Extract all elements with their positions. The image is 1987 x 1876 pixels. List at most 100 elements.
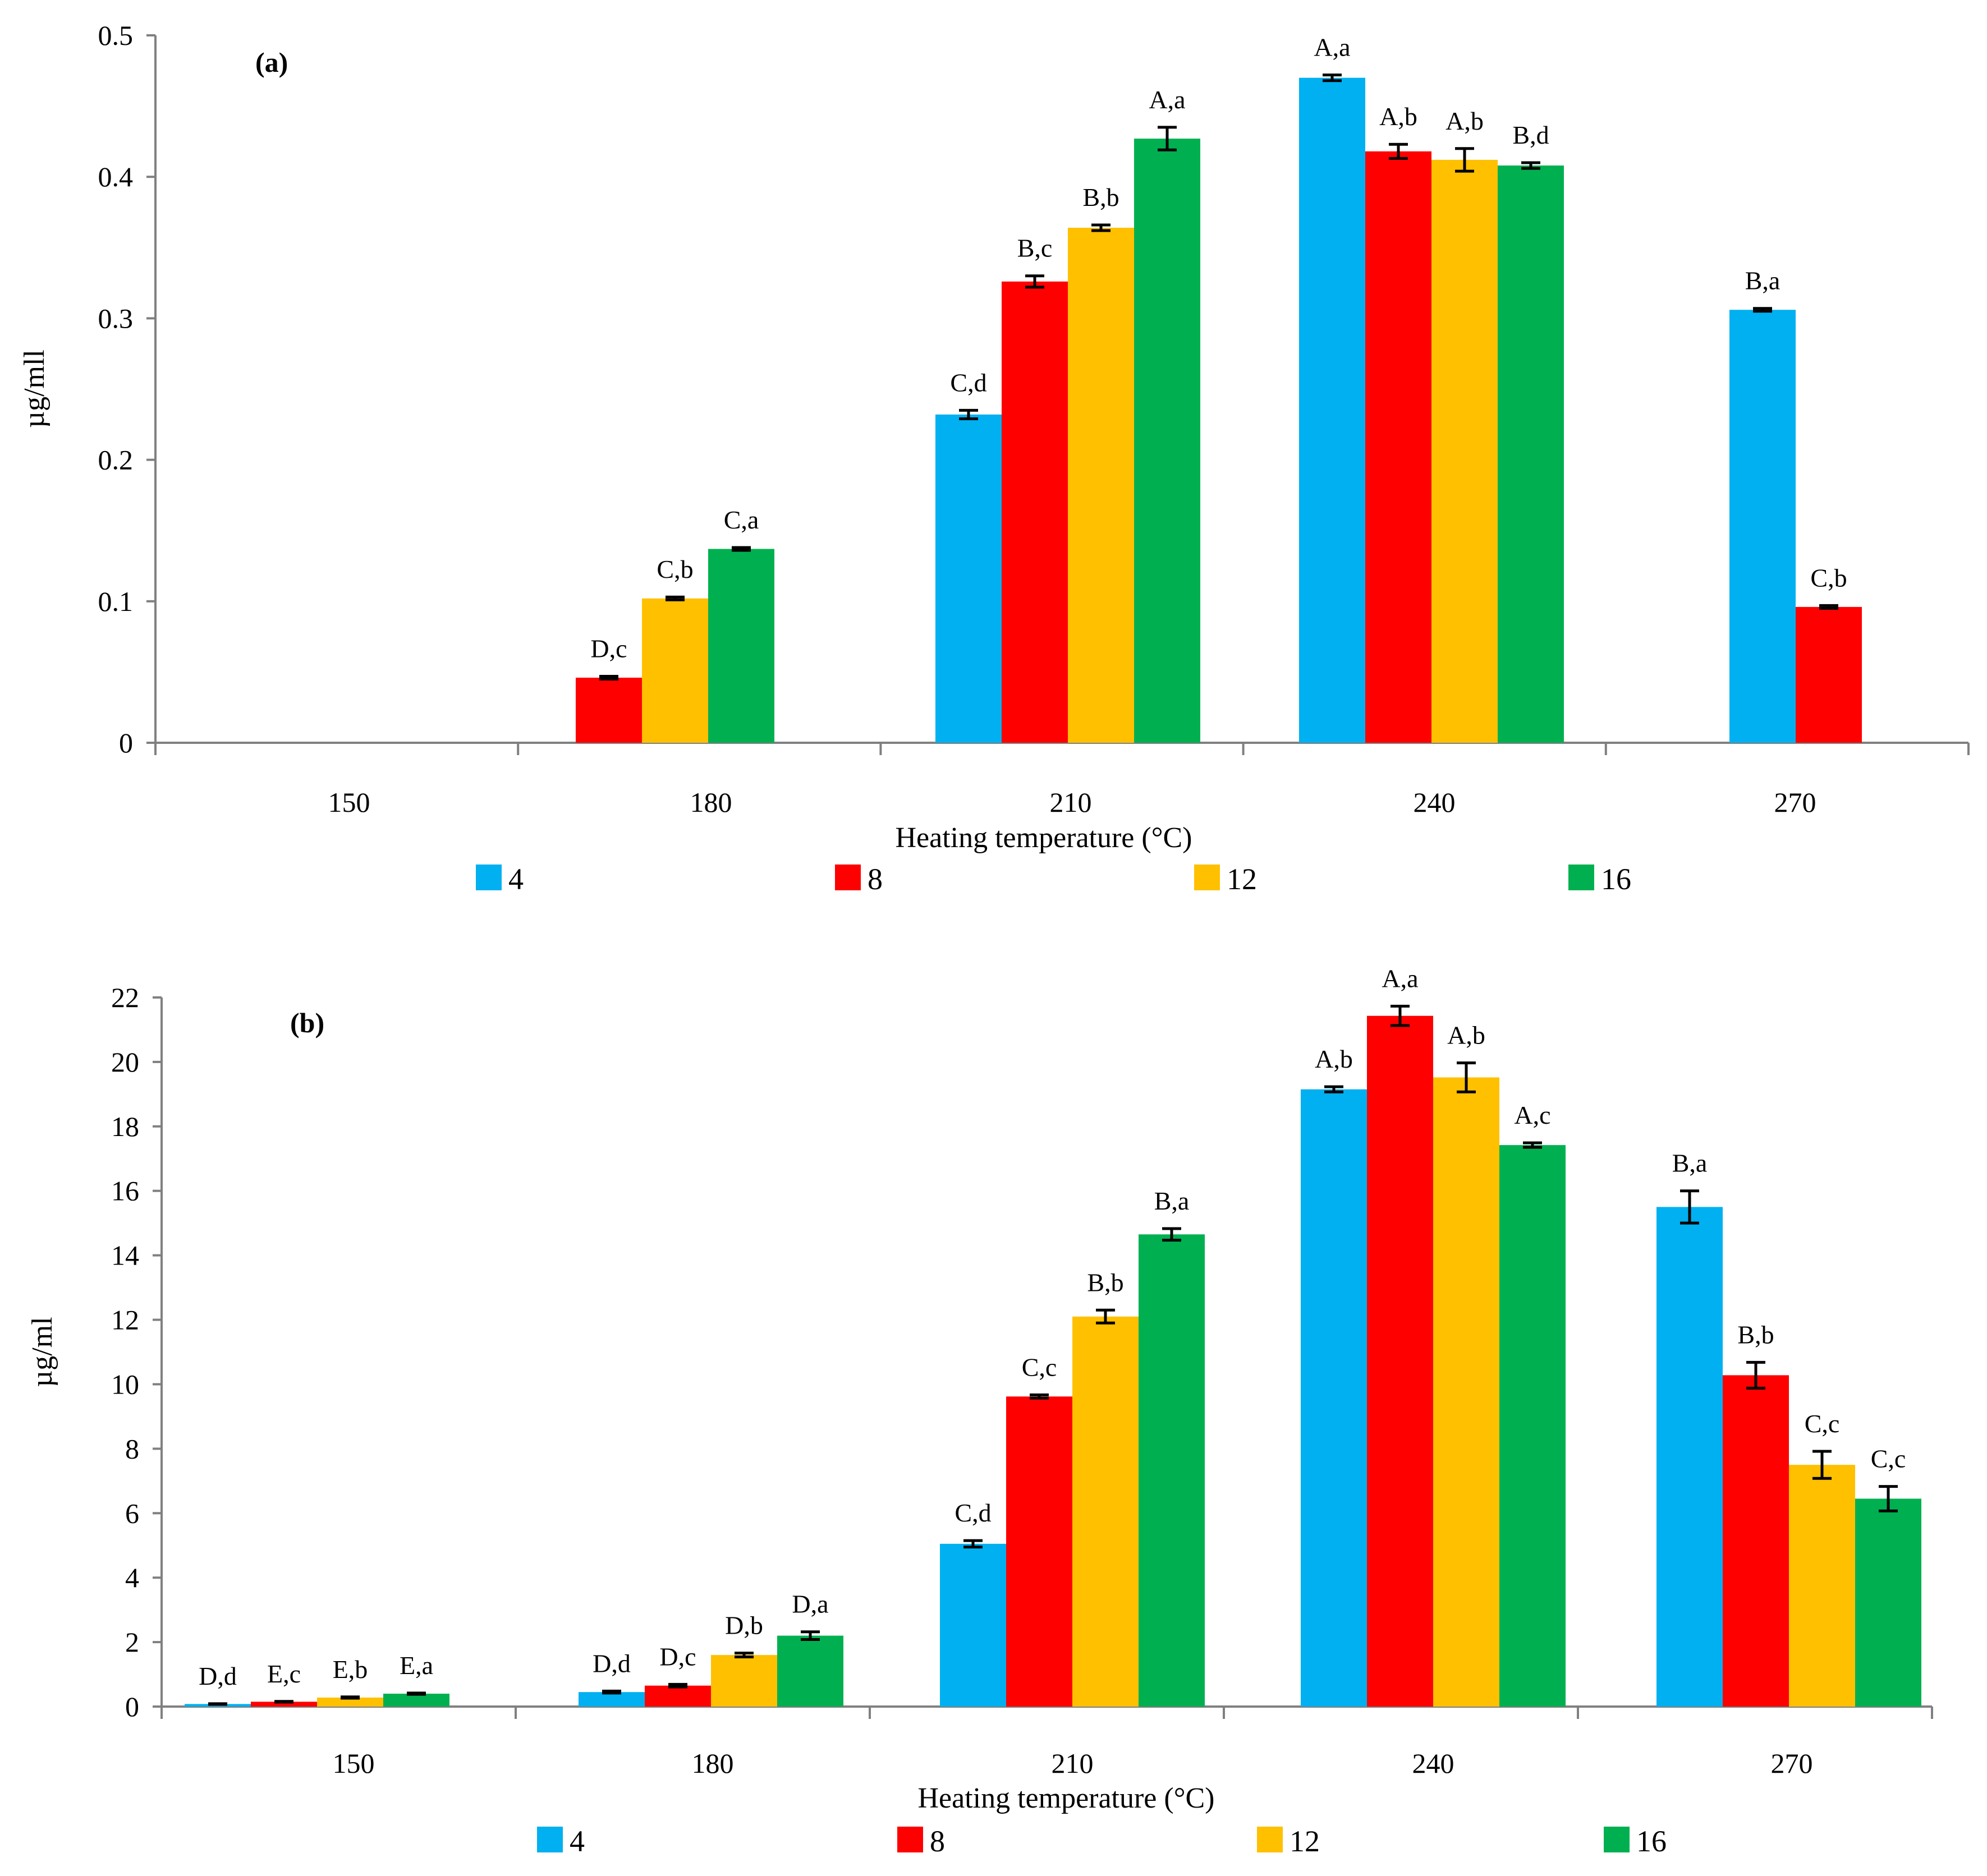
- bar-16-180: [708, 549, 774, 743]
- y-tick-label: 0: [125, 1691, 139, 1722]
- bar-16-180: [777, 1635, 843, 1707]
- data-label: D,a: [792, 1590, 828, 1618]
- x-tick-label: 270: [1774, 787, 1816, 818]
- data-label: C,c: [1805, 1409, 1840, 1438]
- data-label: B,c: [1017, 234, 1053, 263]
- data-label: A,c: [1514, 1101, 1550, 1129]
- bar-8-210: [1002, 281, 1068, 743]
- bar-4-240: [1301, 1089, 1367, 1707]
- bar-16-210: [1134, 139, 1200, 743]
- data-label: C,d: [955, 1498, 991, 1527]
- legend-swatch-8: [835, 865, 861, 890]
- bar-12-150: [317, 1697, 383, 1707]
- bar-8-270: [1723, 1375, 1789, 1707]
- data-label: C,d: [950, 368, 986, 397]
- bar-16-240: [1499, 1145, 1566, 1707]
- y-tick-label: 10: [111, 1368, 139, 1400]
- bar-8-240: [1367, 1015, 1433, 1707]
- data-label: D,d: [199, 1662, 237, 1690]
- bar-8-180: [645, 1685, 711, 1707]
- chart-panel-b: 0 2 4 6 8 10 12 14 16 18 20 22 150 180 210 240 270 D,d E,c…: [26, 964, 1933, 1858]
- data-label: E,a: [400, 1651, 433, 1680]
- y-tick-label: 0.2: [98, 444, 134, 476]
- y-tick-label: 16: [111, 1175, 139, 1207]
- bar-8-270: [1796, 606, 1862, 743]
- bar-8-240: [1365, 151, 1431, 743]
- y-tick-label: 12: [111, 1304, 139, 1336]
- legend-swatch-12: [1194, 865, 1220, 890]
- data-label: A,a: [1382, 964, 1418, 993]
- bar-16-270: [1855, 1498, 1921, 1707]
- data-label: C,c: [1871, 1445, 1906, 1473]
- legend-label-4: 4: [570, 1824, 585, 1858]
- data-label: B,b: [1082, 183, 1119, 211]
- x-tick-label: 180: [690, 787, 732, 818]
- bar-4-270: [1656, 1207, 1723, 1707]
- legend-label-4: 4: [508, 862, 524, 896]
- y-axis-title: µg/mll: [19, 350, 51, 428]
- data-label: D,c: [590, 634, 627, 663]
- y-tick-label: 0.4: [98, 161, 134, 192]
- x-tick-label: 240: [1414, 787, 1456, 818]
- legend-label-12: 12: [1227, 862, 1257, 896]
- panel-label: (b): [290, 1007, 324, 1038]
- y-tick-label: 0.1: [98, 586, 134, 617]
- x-axis-title: Heating temperature (°C): [895, 822, 1192, 854]
- data-label: D,d: [593, 1649, 631, 1677]
- x-tick-label: 180: [692, 1748, 734, 1779]
- data-label: B,b: [1087, 1268, 1123, 1296]
- data-label: B,b: [1737, 1320, 1774, 1349]
- data-label: B,a: [1672, 1149, 1708, 1178]
- data-label: A,b: [1315, 1045, 1353, 1073]
- y-tick-label: 18: [111, 1111, 139, 1142]
- x-tick-label: 210: [1052, 1748, 1094, 1779]
- data-label: B,a: [1154, 1187, 1190, 1215]
- data-label: C,b: [1810, 563, 1847, 592]
- y-tick-label: 14: [111, 1240, 139, 1271]
- data-label: A,b: [1447, 1021, 1485, 1050]
- legend-swatch-16: [1568, 865, 1594, 890]
- chart-panel-a: 0 0.1 0.2 0.3 0.4 0.5 150 180 210 240 270 D,c C,b C,a…: [19, 20, 1970, 896]
- bar-16-150: [383, 1694, 449, 1707]
- bar-12-180: [642, 598, 708, 743]
- data-label: A,a: [1149, 85, 1185, 114]
- bar-8-150: [251, 1702, 317, 1707]
- bar-12-180: [711, 1655, 777, 1707]
- y-tick-label: 20: [111, 1046, 139, 1078]
- x-tick-label: 240: [1412, 1748, 1454, 1779]
- legend-swatch-4: [476, 865, 502, 890]
- y-axis-title: µg/ml: [26, 1317, 58, 1387]
- y-tick-label: 0.5: [98, 20, 134, 51]
- bar-8-180: [576, 677, 642, 743]
- data-label: C,a: [724, 505, 759, 534]
- panel-label: (a): [255, 47, 288, 78]
- bar-8-210: [1006, 1396, 1072, 1707]
- bar-12-240: [1431, 159, 1498, 743]
- y-tick-label: 6: [125, 1497, 139, 1529]
- y-tick-label: 22: [111, 982, 139, 1013]
- data-label: C,c: [1022, 1353, 1057, 1381]
- data-label: A,b: [1379, 102, 1417, 131]
- bar-12-210: [1072, 1316, 1139, 1707]
- x-tick-label: 270: [1771, 1748, 1813, 1779]
- bar-4-270: [1729, 310, 1796, 743]
- data-label: D,b: [725, 1611, 763, 1640]
- legend-swatch-12: [1257, 1827, 1283, 1852]
- x-tick-label: 210: [1050, 787, 1092, 818]
- x-tick-label: 150: [333, 1748, 375, 1779]
- legend-swatch-16: [1604, 1827, 1630, 1852]
- legend-label-8: 8: [868, 862, 883, 896]
- y-tick-label: 8: [125, 1433, 139, 1464]
- x-axis-title: Heating temperature (°C): [917, 1782, 1214, 1814]
- legend-label-16: 16: [1601, 862, 1631, 896]
- legend-swatch-8: [897, 1827, 923, 1852]
- bar-16-240: [1498, 165, 1564, 743]
- data-label: B,d: [1512, 121, 1549, 149]
- data-label: A,b: [1445, 107, 1484, 135]
- data-label: C,b: [657, 555, 693, 583]
- bar-4-240: [1299, 77, 1365, 743]
- bar-12-240: [1433, 1077, 1499, 1707]
- bar-4-210: [940, 1543, 1006, 1707]
- bar-4-210: [935, 414, 1002, 743]
